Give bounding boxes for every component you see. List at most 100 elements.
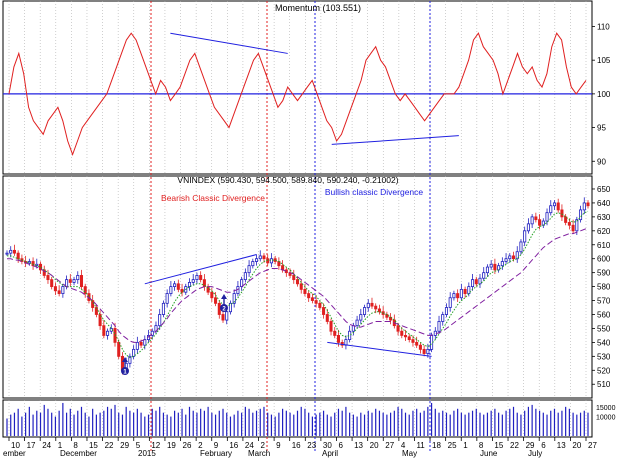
x-day-label: 16 xyxy=(229,441,238,450)
price-y-tick-label: 560 xyxy=(597,311,611,320)
candle-down xyxy=(403,335,408,338)
candle-up xyxy=(552,202,557,207)
x-day-label: 24 xyxy=(42,441,51,450)
x-month-label: ember xyxy=(3,449,26,458)
candle-down xyxy=(53,286,57,292)
x-day-label: 2 xyxy=(198,441,203,450)
candle-down xyxy=(221,314,225,321)
candle-up xyxy=(9,249,13,254)
candle-down xyxy=(567,222,571,226)
candle-down xyxy=(117,341,121,357)
candle-up xyxy=(366,302,370,308)
x-day-label: 8 xyxy=(479,441,484,450)
momentum-y-tick-label: 90 xyxy=(597,157,606,166)
x-day-label: 2 xyxy=(261,441,266,450)
x-day-label: 12 xyxy=(151,441,160,450)
candle-down xyxy=(329,321,333,332)
candle-down xyxy=(16,252,20,260)
candle-up xyxy=(437,321,441,332)
candle-down xyxy=(511,255,516,260)
candle-down xyxy=(333,330,337,336)
candle-down xyxy=(310,297,314,301)
candle-up xyxy=(504,258,508,262)
x-day-label: 13 xyxy=(354,441,363,450)
x-day-label: 26 xyxy=(183,441,192,450)
price-y-tick-label: 540 xyxy=(597,338,611,347)
candle-down xyxy=(560,209,564,218)
momentum-panel-frame xyxy=(2,0,593,175)
price-y-tick-label: 600 xyxy=(597,255,611,264)
candle-up xyxy=(426,348,430,354)
x-day-label: 1 xyxy=(58,441,63,450)
candle-down xyxy=(50,279,54,288)
candle-up xyxy=(448,297,452,308)
candle-up xyxy=(187,282,192,288)
momentum-y-tick-label: 100 xyxy=(597,90,611,99)
momentum-title: Momentum (103.551) xyxy=(275,3,361,13)
candle-down xyxy=(493,263,497,271)
candle-down xyxy=(46,275,50,281)
x-month-label: April xyxy=(322,449,338,458)
candle-up xyxy=(363,307,367,315)
marker-label: 1 xyxy=(123,370,127,376)
marker-arrow-head xyxy=(221,294,227,299)
price-y-tick-label: 610 xyxy=(597,241,611,250)
candle-down xyxy=(91,300,95,308)
candle-up xyxy=(508,255,512,260)
candle-down xyxy=(303,288,307,294)
candle-down xyxy=(94,307,98,315)
candle-down xyxy=(57,290,61,294)
candle-up xyxy=(530,216,534,225)
candle-up xyxy=(161,302,165,315)
x-day-label: 20 xyxy=(370,441,379,450)
candle-down xyxy=(325,314,329,322)
price-y-tick-label: 530 xyxy=(597,352,611,361)
candle-down xyxy=(463,288,467,294)
x-day-label: 29 xyxy=(120,441,129,450)
candle-down xyxy=(139,341,143,346)
candle-up xyxy=(467,286,471,294)
x-day-label: 9 xyxy=(276,441,281,450)
bearish-divergence-label: Bearish Classic Divergence xyxy=(161,193,265,203)
candle-down xyxy=(210,291,214,299)
candle-down xyxy=(422,348,426,354)
candle-up xyxy=(523,230,527,243)
price-y-tick-label: 590 xyxy=(597,269,611,278)
momentum-bearish-trendline xyxy=(170,32,288,54)
candle-up xyxy=(258,255,262,260)
price-y-tick-label: 640 xyxy=(597,199,611,208)
marker-badge xyxy=(121,367,129,375)
x-day-label: 9 xyxy=(214,441,219,450)
price-y-tick-label: 510 xyxy=(597,380,611,389)
candle-down xyxy=(31,261,35,267)
candle-up xyxy=(76,275,80,281)
candle-up xyxy=(444,307,448,315)
candle-up xyxy=(169,286,173,294)
momentum-line xyxy=(8,32,587,156)
candle-down xyxy=(418,344,422,350)
candle-up xyxy=(158,314,162,327)
candle-up xyxy=(128,355,132,364)
price-y-tick-label: 580 xyxy=(597,283,611,292)
candle-up xyxy=(582,202,586,211)
candle-up xyxy=(165,293,169,304)
candle-up xyxy=(452,293,456,299)
x-month-label: December xyxy=(60,449,97,458)
candle-down xyxy=(396,325,400,332)
momentum-bullish-trendline xyxy=(331,135,459,145)
candle-up xyxy=(497,265,501,271)
candle-down xyxy=(12,249,16,254)
candle-down xyxy=(98,314,102,327)
candle-down xyxy=(307,293,311,299)
candle-up xyxy=(489,263,493,268)
candle-down xyxy=(83,286,87,294)
candle-down xyxy=(292,275,296,281)
x-day-label: 27 xyxy=(588,441,597,450)
candle-down xyxy=(400,330,404,336)
candle-up xyxy=(545,212,549,222)
candle-up xyxy=(500,261,504,267)
candle-down xyxy=(262,255,266,260)
x-day-label: 6 xyxy=(338,441,343,450)
